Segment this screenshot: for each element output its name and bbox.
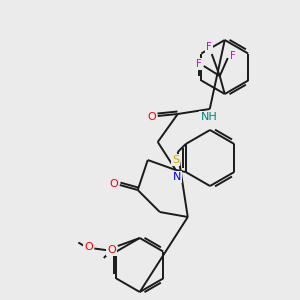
Text: N: N <box>172 172 181 182</box>
Text: NH: NH <box>200 112 217 122</box>
Text: O: O <box>147 112 156 122</box>
Text: O: O <box>84 242 93 253</box>
Text: O: O <box>110 179 118 189</box>
Text: F: F <box>230 51 236 61</box>
Text: F: F <box>196 59 202 69</box>
Text: F: F <box>206 42 211 52</box>
Text: S: S <box>172 155 179 165</box>
Text: O: O <box>107 245 116 255</box>
